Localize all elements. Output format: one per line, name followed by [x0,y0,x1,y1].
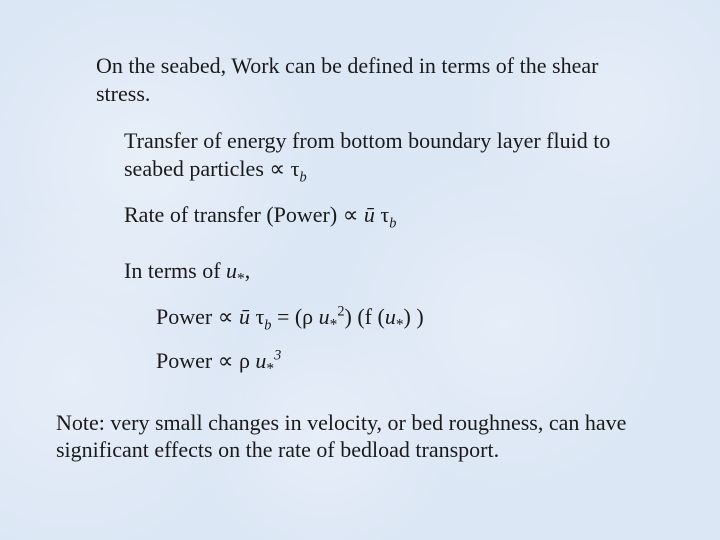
paragraph-intro: On the seabed, Work can be defined in te… [96,52,636,107]
text-interms-post: , [245,258,251,283]
paragraph-rate: Rate of transfer (Power) ∝ ū τb [124,201,644,233]
text-eq: = ( [271,304,302,329]
symbol-u: u [385,304,396,329]
symbol-rho: ρ [239,348,250,373]
symbol-u: u [319,304,330,329]
symbol-u: u [255,348,266,373]
symbol-prop: ∝ [218,304,234,329]
subscript-star: * [266,360,274,377]
text-transfer-pre: Transfer of energy from bottom boundary … [124,128,610,181]
symbol-tau: τ [380,202,389,227]
symbol-rho: ρ [302,304,313,329]
text-end: ) ) [404,304,424,329]
text-power-pre: Power [156,304,218,329]
subscript-b: b [389,215,396,231]
text-power-pre: Power [156,348,218,373]
symbol-prop: ∝ [269,156,285,181]
paragraph-transfer: Transfer of energy from bottom boundary … [124,127,644,187]
symbol-ubar: ū [364,202,375,227]
paragraph-power-eq: Power ∝ ū τb = (ρ u*2) (f (u*) ) [156,303,664,335]
slide-body: On the seabed, Work can be defined in te… [0,0,720,540]
superscript-2: 2 [337,303,344,319]
symbol-u: u [226,258,237,283]
subscript-star: * [396,316,404,333]
paragraph-note: Note: very small changes in velocity, or… [56,409,664,464]
superscript-3: 3 [274,348,281,364]
paragraph-power-cubed: Power ∝ ρ u*3 [156,347,664,379]
symbol-prop: ∝ [218,348,234,373]
symbol-tau: τ [255,304,264,329]
symbol-prop: ∝ [343,202,359,227]
note-label: Note: [56,410,105,435]
text-interms-pre: In terms of [124,258,226,283]
subscript-star: * [237,270,245,287]
text-mid: ) (f ( [345,304,385,329]
symbol-ubar: ū [239,304,250,329]
subscript-b: b [299,169,306,185]
note-text: very small changes in velocity, or bed r… [56,410,626,463]
text-rate-pre: Rate of transfer (Power) [124,202,343,227]
paragraph-interms: In terms of u*, [124,257,664,289]
